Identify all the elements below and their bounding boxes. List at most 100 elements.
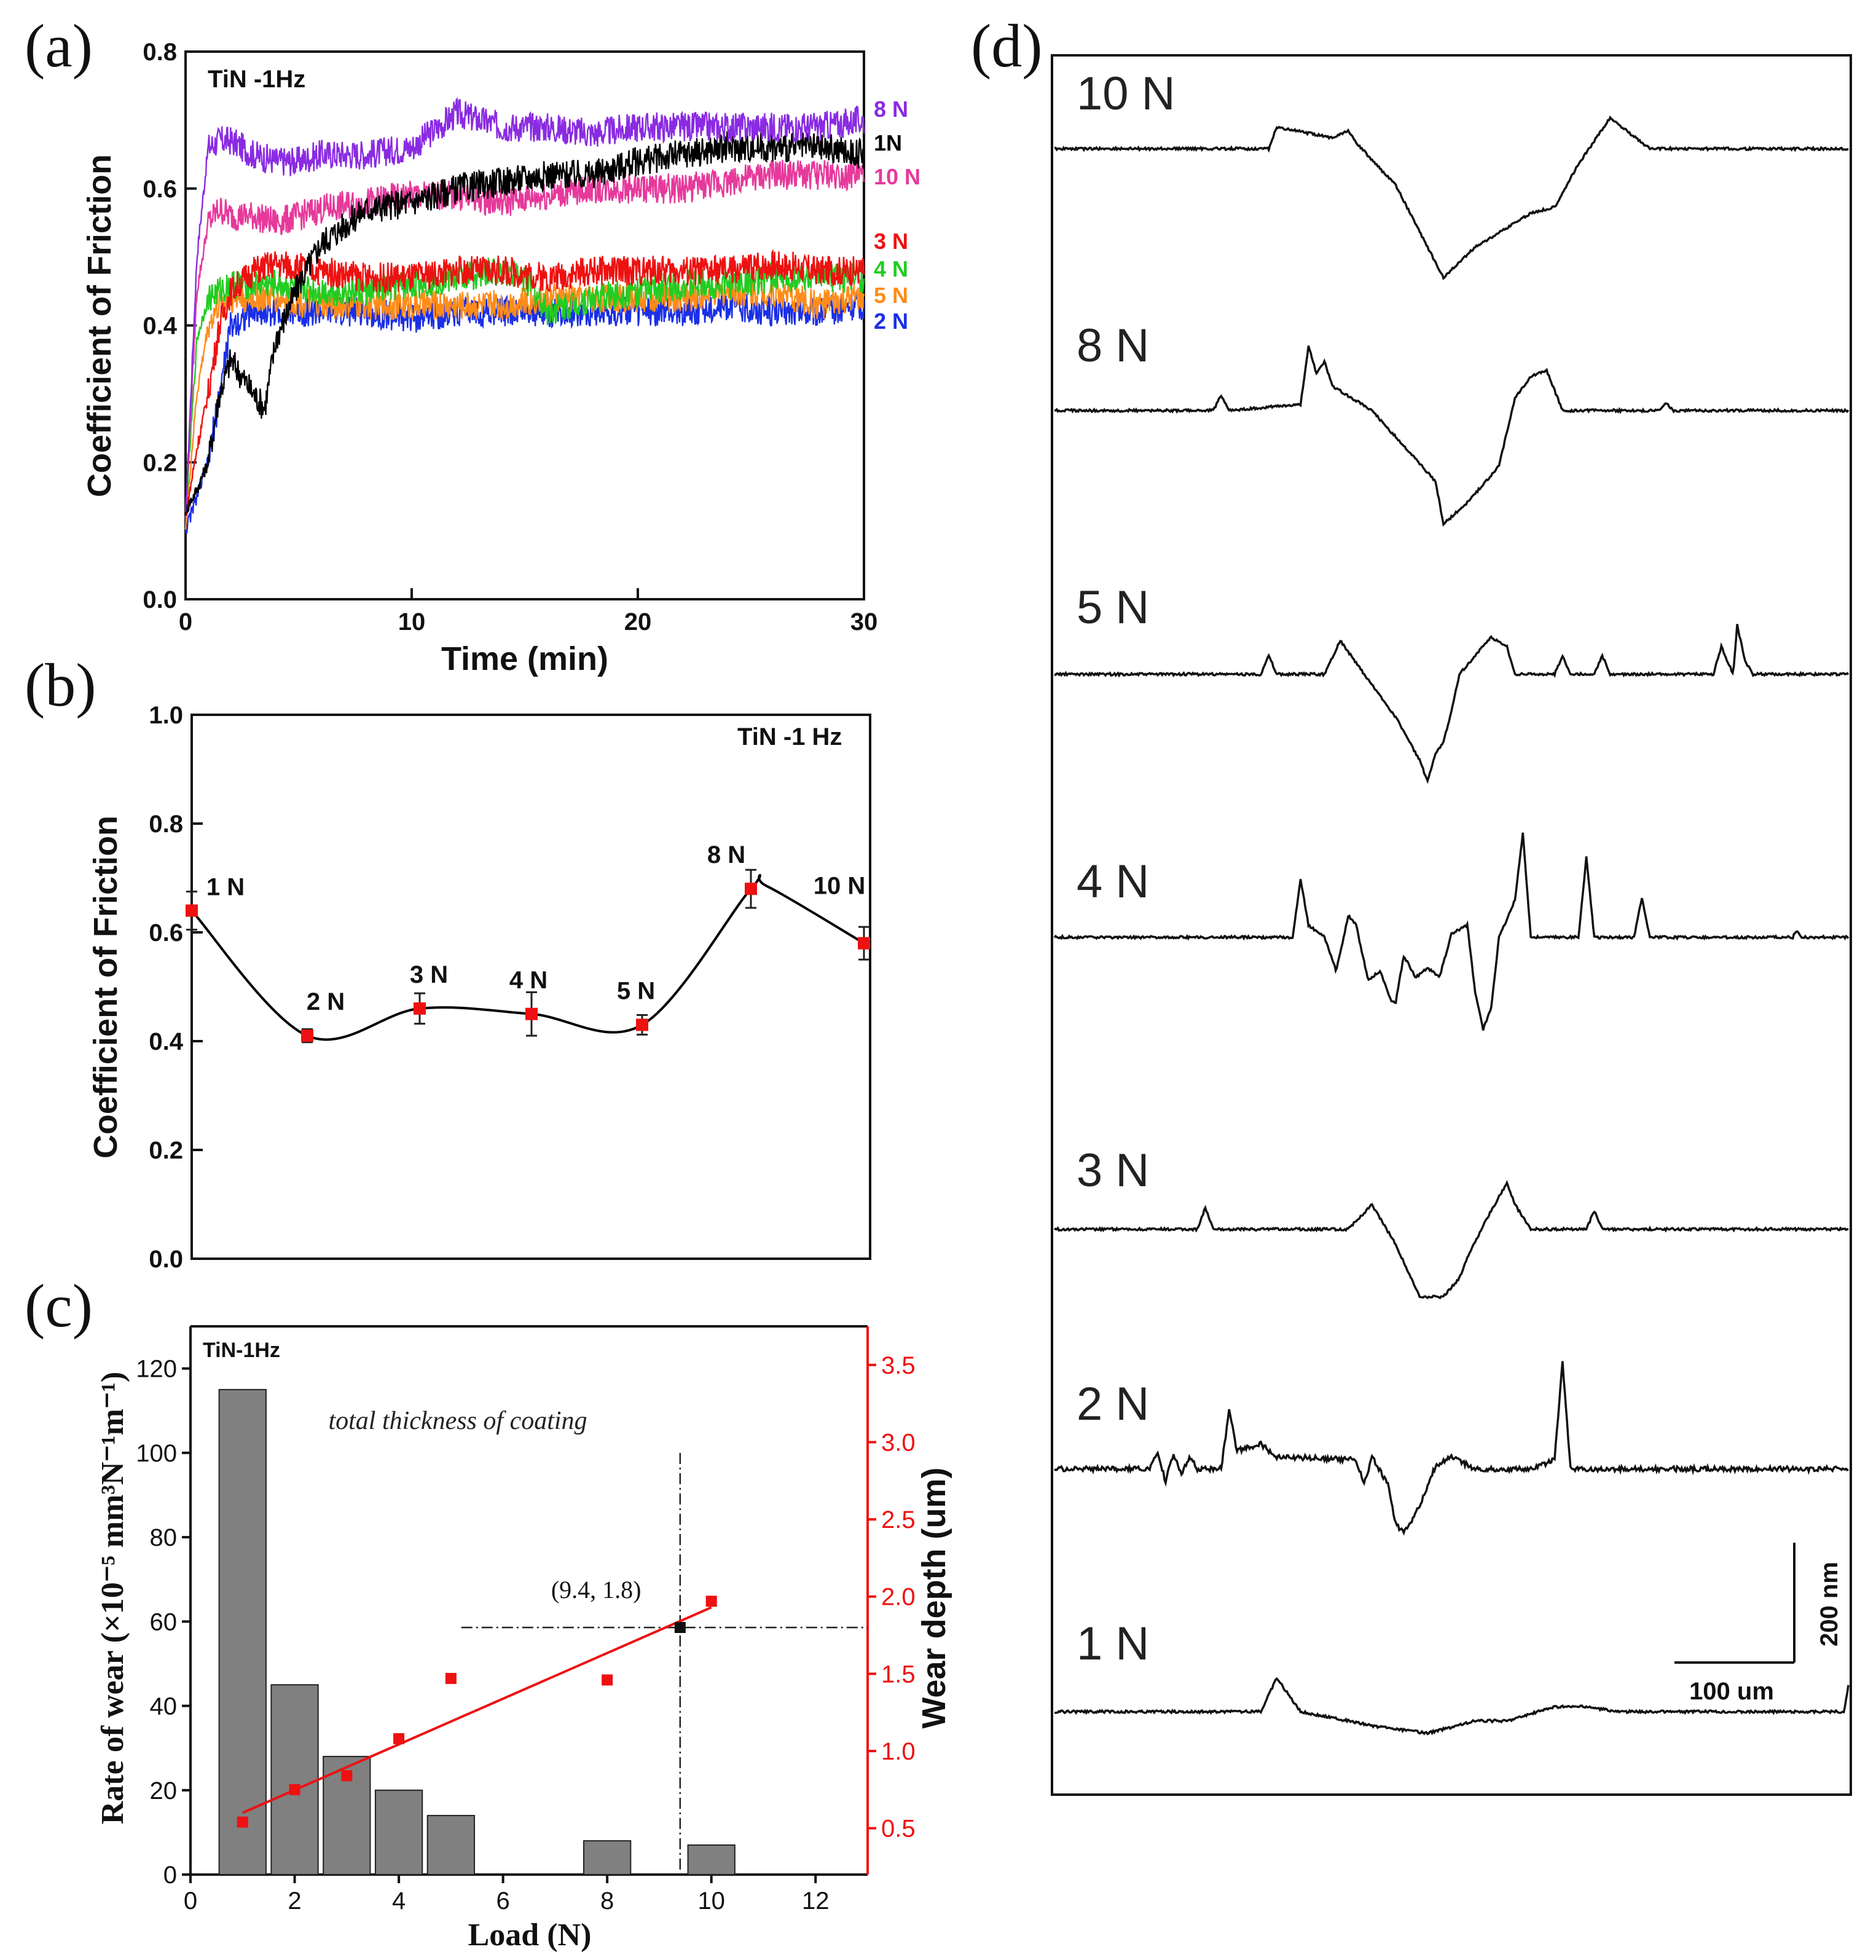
b-ytick-label: 1.0 <box>149 702 183 729</box>
d-profile-label: 5 N <box>1077 581 1149 634</box>
a-legend-3n: 3 N <box>874 229 908 254</box>
c-depth-point-8n <box>602 1674 613 1686</box>
c-depth-point-4n <box>393 1733 405 1744</box>
panel-c-annotation: total thickness of coating <box>328 1407 587 1435</box>
b-point-2n <box>301 1029 313 1042</box>
b-point-5n <box>636 1018 648 1031</box>
b-point-10n <box>858 937 870 950</box>
b-ytick-label: 0.4 <box>149 1028 183 1055</box>
c-xtick-label: 8 <box>600 1887 614 1915</box>
d-profile-label: 8 N <box>1077 320 1149 372</box>
b-ytick-label: 0.6 <box>149 919 183 947</box>
b-point-label: 5 N <box>617 977 655 1004</box>
panel-b-chart: TiN -1 Hz Coefficient of Friction 0.0 0.2… <box>87 702 871 1273</box>
c-threshold-point <box>674 1621 686 1633</box>
a-legend-5n: 5 N <box>874 283 908 308</box>
b-ytick-label: 0.2 <box>149 1137 183 1164</box>
a-ytick-label: 0.0 <box>143 586 177 613</box>
panel-c-ylabel: Rate of wear (×10⁻⁵ mm³N⁻¹m⁻¹) <box>95 1372 130 1825</box>
a-xtick-label: 20 <box>624 608 652 636</box>
c-xtick-label: 0 <box>184 1887 197 1915</box>
c-y2tick-label: 2.5 <box>881 1506 916 1533</box>
a-legend-2n: 2 N <box>874 309 908 334</box>
c-bar-5n <box>426 1814 475 1876</box>
a-legend-8n: 8 N <box>874 96 908 122</box>
d-profile-label: 4 N <box>1077 856 1149 908</box>
c-bar-10n <box>687 1844 736 1876</box>
panel-c-chart: TiN-1Hz total thickness of coating Load … <box>95 1325 952 1953</box>
c-bar-4n <box>374 1789 423 1876</box>
d-profile-4n <box>1053 832 1850 1031</box>
b-point-4n <box>525 1007 538 1020</box>
a-xtick-label: 30 <box>850 608 878 636</box>
c-depth-point-3n <box>341 1770 353 1782</box>
c-depth-point-5n <box>445 1672 457 1684</box>
a-series-8n <box>184 96 865 512</box>
a-series-10n <box>184 159 865 519</box>
c-xtick-label: 10 <box>697 1887 725 1915</box>
a-ytick-label: 0.8 <box>143 39 177 66</box>
c-fit-line <box>241 1606 712 1814</box>
b-ytick-label: 0.8 <box>149 811 183 838</box>
panel-b-letter: (b) <box>25 651 96 719</box>
a-series-5n <box>184 276 865 530</box>
c-y2tick-label: 2.0 <box>881 1584 916 1611</box>
c-ytick-label: 20 <box>150 1777 178 1805</box>
d-profile-3n <box>1053 1179 1849 1300</box>
d-profile-5n <box>1054 624 1850 784</box>
panel-a-tag: TiN -1Hz <box>208 66 305 93</box>
b-ytick-label: 0.0 <box>149 1246 183 1273</box>
c-y2tick-label: 1.0 <box>881 1738 916 1765</box>
b-point-label: 4 N <box>509 967 547 994</box>
c-ytick-label: 80 <box>150 1524 178 1551</box>
c-threshold-label: (9.4, 1.8) <box>551 1576 642 1604</box>
c-ytick-label: 40 <box>150 1693 178 1720</box>
c-xtick-label: 4 <box>392 1887 406 1915</box>
c-y2tick-label: 3.5 <box>881 1352 916 1379</box>
a-legend-1n: 1N <box>874 130 902 155</box>
panel-a-letter: (a) <box>25 12 93 80</box>
d-profile-2n <box>1054 1361 1849 1536</box>
panel-c-tag: TiN-1Hz <box>203 1339 280 1362</box>
c-bar-1n <box>218 1388 267 1875</box>
panel-c-y2label: Wear depth (um) <box>916 1467 952 1728</box>
c-bar-8n <box>583 1840 632 1875</box>
c-ytick-label: 60 <box>150 1608 178 1635</box>
a-legend-10n: 10 N <box>874 164 920 189</box>
panel-b-frame <box>190 714 871 1260</box>
c-xtick-label: 6 <box>496 1887 509 1915</box>
a-xtick-label: 0 <box>179 608 192 636</box>
panel-d-chart: 10 N 8 N 5 N 4 N 3 N 2 N 1 N 200 nm 100 um <box>1051 54 1852 1796</box>
c-y2tick-label: 1.5 <box>881 1661 916 1688</box>
d-profile-label: 2 N <box>1077 1378 1149 1430</box>
a-legend-4n: 4 N <box>874 256 908 281</box>
a-ytick-label: 0.6 <box>143 176 177 203</box>
b-point-1n <box>186 904 198 917</box>
panel-c-letter: (c) <box>25 1272 93 1340</box>
b-point-label: 3 N <box>410 961 448 988</box>
c-depth-point-1n <box>237 1816 248 1828</box>
a-series-2n <box>184 290 865 534</box>
a-ytick-label: 0.2 <box>143 449 177 476</box>
a-ytick-label: 0.4 <box>143 313 177 340</box>
a-xtick-label: 10 <box>398 608 426 636</box>
c-ytick-label: 120 <box>136 1356 177 1383</box>
panel-b-tag: TiN -1 Hz <box>737 723 842 750</box>
b-point-3n <box>414 1002 426 1015</box>
d-profile-label: 3 N <box>1077 1144 1149 1197</box>
d-profile-1n <box>1054 1677 1850 1736</box>
b-point-8n <box>745 883 757 895</box>
c-xtick-label: 2 <box>288 1887 301 1915</box>
c-xtick-label: 12 <box>802 1887 830 1915</box>
panel-d-frame <box>1051 54 1852 1796</box>
c-y2tick-label: 0.5 <box>881 1816 916 1843</box>
c-depth-point-2n <box>289 1784 300 1795</box>
panel-a-xlabel: Time (min) <box>441 640 608 677</box>
b-point-label: 8 N <box>707 841 745 868</box>
d-profile-label: 1 N <box>1077 1618 1149 1670</box>
a-series-3n <box>184 248 865 516</box>
c-ytick-label: 0 <box>163 1862 177 1889</box>
d-profile-label: 10 N <box>1077 68 1175 120</box>
b-point-label: 1 N <box>206 874 245 901</box>
